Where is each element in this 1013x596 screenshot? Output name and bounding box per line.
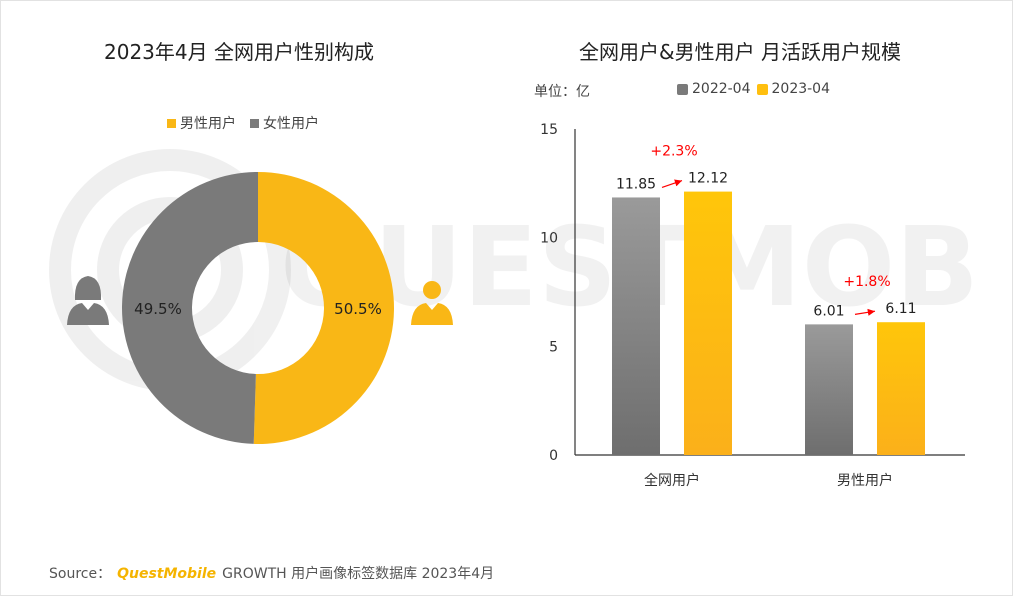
legend-swatch-2022 <box>677 83 688 95</box>
bar-chart: 0 5 10 15 11.85 12.12 +2.3% 全网用户 6.01 6.11 +1.8% 男性… <box>540 122 965 489</box>
y-tick-label: 10 <box>540 231 558 247</box>
donut-legend: 男性用户 女性用户 <box>167 113 333 133</box>
bar-male-2023-04 <box>877 322 925 455</box>
male-user-icon <box>411 281 453 325</box>
x-category-label: 全网用户 <box>644 472 700 489</box>
legend-item-male: 男性用户 <box>167 113 236 133</box>
bar-value-label: 6.01 <box>813 303 844 319</box>
change-arrow <box>661 179 683 189</box>
y-tick-label: 0 <box>549 448 558 464</box>
legend-label-2022: 2022-04 <box>692 81 751 97</box>
slice-label-female: 49.5% <box>134 300 182 318</box>
legend-label-2023: 2023-04 <box>771 81 831 97</box>
legend-item-female: 女性用户 <box>250 113 319 133</box>
source-line: Source： QuestMobile GROWTH 用户画像标签数据库 202… <box>49 563 494 583</box>
legend-swatch-female <box>250 118 259 128</box>
slice-label-male: 50.5% <box>334 300 382 318</box>
donut-slice-female <box>121 172 258 444</box>
bar-value-label: 12.12 <box>688 171 728 187</box>
bar-chart-title: 全网用户&男性用户 月活跃用户规模 <box>579 40 901 64</box>
y-tick-label: 15 <box>540 122 558 138</box>
change-label: +2.3% <box>650 144 697 160</box>
brand-name: QuestMobile <box>117 566 217 582</box>
donut-chart: 50.5% 49.5% <box>67 172 453 444</box>
source-text: GROWTH 用户画像标签数据库 2023年4月 <box>222 566 495 582</box>
legend-swatch-2023 <box>756 83 768 95</box>
change-label: +1.8% <box>843 274 890 290</box>
donut-slice-male <box>253 172 394 444</box>
bar-all-2023-04 <box>684 191 732 455</box>
legend-item-2022: 2022-04 <box>677 81 751 97</box>
bar-value-label: 6.11 <box>885 301 916 317</box>
x-category-label: 男性用户 <box>837 472 893 489</box>
legend-label-female: 女性用户 <box>263 116 319 132</box>
bar-value-label: 11.85 <box>616 176 656 192</box>
legend-label-male: 男性用户 <box>180 116 236 132</box>
bar-all-2022-04 <box>612 197 660 455</box>
unit-label: 单位：亿 <box>534 84 590 100</box>
donut-chart-title: 2023年4月 全网用户性别构成 <box>104 40 374 64</box>
legend-swatch-male <box>167 118 176 128</box>
bar-legend: 2022-04 2023-04 <box>677 81 844 97</box>
source-prefix: Source： <box>49 566 112 582</box>
legend-item-2023: 2023-04 <box>756 81 831 97</box>
change-arrow <box>854 308 876 316</box>
female-user-icon <box>67 276 109 325</box>
y-tick-label: 5 <box>549 339 558 355</box>
bar-male-2022-04 <box>805 324 853 455</box>
